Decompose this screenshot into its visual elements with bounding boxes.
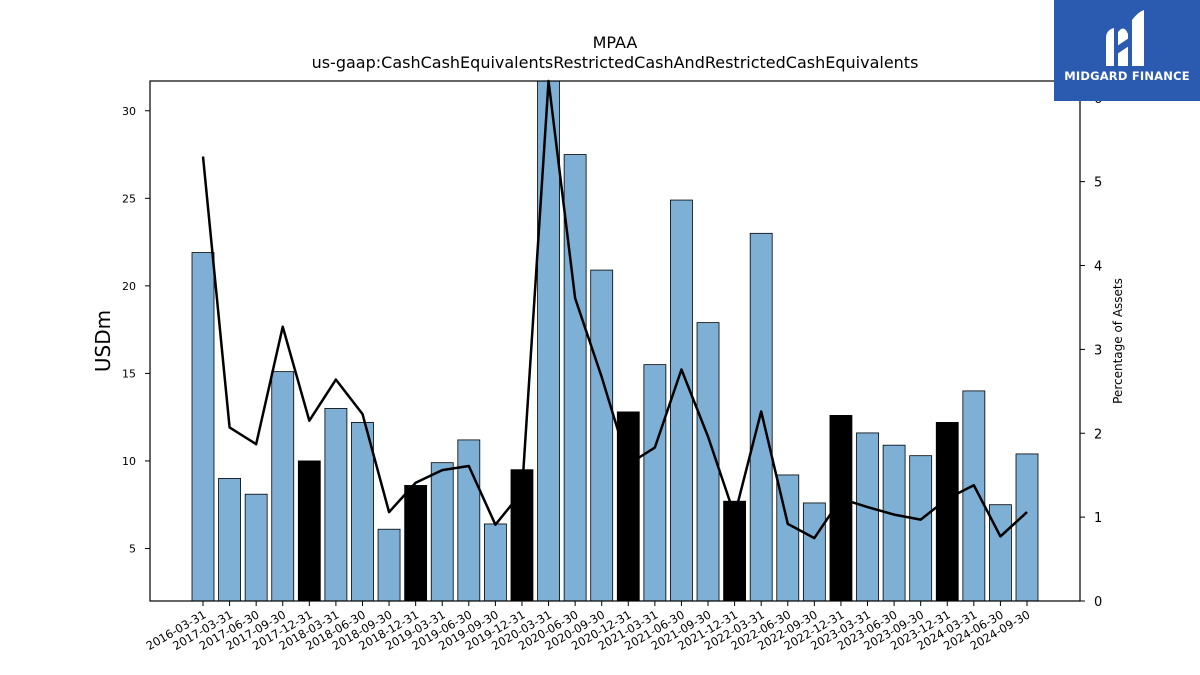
y-tick-label: 10 (122, 455, 136, 468)
bar (430, 462, 454, 602)
bar (351, 422, 374, 602)
bar (537, 80, 560, 602)
line-series (201, 79, 1028, 540)
midgard-logo-icon (1106, 10, 1144, 67)
bar (563, 154, 587, 602)
chart-subtitle: us-gaap:CashCashEquivalentsRestrictedCas… (312, 53, 919, 72)
y2-axis-label: Percentage of Assets (1111, 278, 1125, 404)
bar (935, 422, 959, 602)
bar (271, 371, 295, 602)
chart-title: MPAA (593, 33, 638, 52)
bar (1015, 453, 1039, 602)
bar (244, 493, 268, 602)
y2-tick-label: 2 (1094, 427, 1102, 442)
y-tick-label: 15 (122, 367, 136, 380)
left-axis: 5 10 15 20 25 30 (122, 105, 150, 555)
bar (377, 528, 401, 602)
y2-tick-label: 4 (1094, 260, 1102, 275)
bar (324, 408, 348, 602)
bar (856, 432, 879, 602)
bar (483, 523, 507, 602)
y-axis-label: USDm (91, 310, 115, 372)
y2-tick-label: 3 (1094, 343, 1102, 358)
x-axis: 2016-03-312017-03-312017-06-302017-09-30… (144, 601, 1033, 653)
right-axis: 0123456 (1080, 92, 1102, 610)
y-tick-label: 5 (129, 542, 136, 555)
bar (749, 232, 773, 602)
y-tick-label: 25 (122, 192, 136, 205)
percentage-line (201, 79, 1028, 540)
bar (962, 390, 986, 602)
bar (590, 269, 614, 602)
bar-series (191, 80, 1039, 602)
bar (882, 444, 906, 602)
bar (643, 364, 667, 602)
brand-logo: MIDGARD FINANCE (1054, 0, 1200, 101)
plot-frame (149, 80, 1081, 602)
bar (802, 502, 826, 602)
bar (191, 252, 215, 602)
y-tick-label: 30 (122, 105, 136, 118)
y2-tick-label: 0 (1094, 595, 1102, 610)
brand-name: MIDGARD FINANCE (1064, 69, 1190, 83)
bar (297, 460, 321, 602)
y-tick-label: 20 (122, 280, 136, 293)
bar (404, 485, 428, 602)
bar (670, 199, 693, 602)
bar (909, 455, 933, 602)
y2-tick-label: 1 (1094, 511, 1102, 526)
bar (218, 478, 241, 602)
y2-tick-label: 5 (1094, 176, 1102, 191)
bar (457, 439, 481, 602)
